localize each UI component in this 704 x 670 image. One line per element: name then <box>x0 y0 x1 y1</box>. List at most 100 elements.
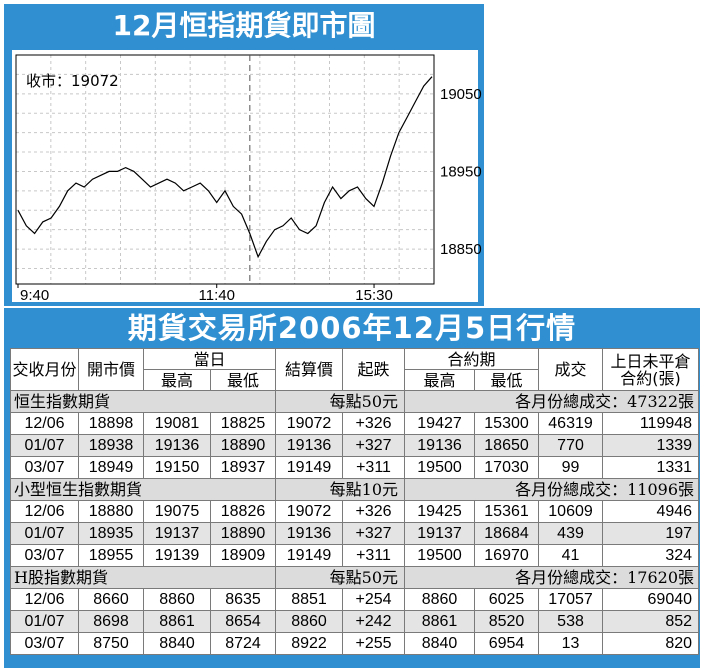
header-day: 當日 <box>142 348 277 370</box>
table-cell: +327 <box>342 522 406 545</box>
table-cell: 19072 <box>275 500 344 523</box>
table-cell: 19136 <box>275 434 344 457</box>
table-cell: 18880 <box>78 500 144 523</box>
table-cell: 15361 <box>474 500 540 523</box>
table-cell: 18938 <box>78 434 144 457</box>
table-cell: 18890 <box>209 434 277 457</box>
table-row: 01/07 8698 8861 8654 8860 +242 8861 8520 538 852 <box>10 610 700 633</box>
table-cell: 69040 <box>602 588 700 611</box>
table-cell: 8860 <box>275 610 344 633</box>
table-row: 01/07 18938 19136 18890 19136 +327 19136 18650 7… <box>10 434 700 457</box>
table-cell: 18890 <box>209 522 277 545</box>
table-cell: 19136 <box>404 434 476 457</box>
header-settle: 結算價 <box>275 348 344 391</box>
section-unit: 每點50元 <box>275 566 406 589</box>
table-cell: 8861 <box>404 610 476 633</box>
table-cell: 03/07 <box>10 632 79 655</box>
header-row-bottom: 最高 最低 最高 最低 <box>11 369 699 391</box>
table-cell: 19150 <box>143 456 211 479</box>
table-cell: 18825 <box>209 412 277 435</box>
section-total-volume: 各月份總成交：17620張 <box>404 566 700 589</box>
header-change: 起跌 <box>342 348 406 391</box>
table-cell: 17057 <box>538 588 604 611</box>
header-open-interest: 上日未平倉合約(張) <box>602 348 700 391</box>
table-cell: 8654 <box>209 610 277 633</box>
table-cell: +326 <box>342 500 406 523</box>
table-row: 03/07 18955 19139 18909 19149 +311 19500 16970 4… <box>10 544 700 567</box>
table-cell: 01/07 <box>10 610 79 633</box>
section-name: 恒生指數期貨 <box>9 390 277 413</box>
table-cell: 13 <box>538 632 604 655</box>
table-cell: 8922 <box>275 632 344 655</box>
x-tick-labels: 9:40 11:40 15:30 <box>17 284 393 304</box>
table-cell: +254 <box>342 588 406 611</box>
header-row-top: 交收月份 開市價 當日 結算價 起跌 合約期 成交 上日未平倉合約(張) <box>10 348 700 391</box>
table-cell: 6954 <box>474 632 540 655</box>
table-cell: 19139 <box>143 544 211 567</box>
table-cell: 41 <box>538 544 604 567</box>
table-panel: 期貨交易所2006年12月5日行情 交收月份 開市價 當日 結算價 起跌 合約期… <box>4 308 700 668</box>
header-contract-high: 最高 <box>404 369 476 391</box>
table-cell: 852 <box>602 610 700 633</box>
x-tick-label: 15:30 <box>355 287 393 304</box>
table-cell: 18935 <box>78 522 144 545</box>
table-cell: 12/06 <box>10 500 79 523</box>
y-tick-labels: 18850 18950 19050 <box>440 86 482 258</box>
table-cell: 19425 <box>404 500 476 523</box>
intraday-chart: 18850 18950 19050 9:40 11:40 15:30 收市：19072 <box>12 50 482 304</box>
table-cell: 19081 <box>143 412 211 435</box>
close-price-label: 收市：19072 <box>26 72 119 90</box>
table-cell: 19075 <box>143 500 211 523</box>
y-tick-label: 18950 <box>440 163 482 180</box>
y-tick-label: 18850 <box>440 241 482 258</box>
table-cell: 15300 <box>474 412 540 435</box>
table-cell: +327 <box>342 434 406 457</box>
table-cell: 8724 <box>209 632 277 655</box>
plot-frame <box>15 54 435 285</box>
table-cell: 03/07 <box>10 456 79 479</box>
table-cell: +242 <box>342 610 406 633</box>
table-cell: 19137 <box>404 522 476 545</box>
table-row: 12/06 18898 19081 18825 19072 +326 19427 15300 4… <box>10 412 700 435</box>
header-contract: 合約期 <box>404 348 540 370</box>
section-unit: 每點50元 <box>275 390 406 413</box>
table-cell: 8860 <box>404 588 476 611</box>
section-total-volume: 各月份總成交：47322張 <box>404 390 700 413</box>
table-cell: 18955 <box>78 544 144 567</box>
section-unit: 每點10元 <box>275 478 406 501</box>
header-open: 開市價 <box>78 348 144 391</box>
table-cell: 8860 <box>143 588 211 611</box>
table-body: 恒生指數期貨 每點50元 各月份總成交：47322張 12/06 18898 19081 1… <box>9 390 700 655</box>
section-name: 小型恒生指數期貨 <box>9 478 277 501</box>
table-cell: 99 <box>538 456 604 479</box>
table-row: 01/07 18935 19137 18890 19136 +327 19137 18684 4… <box>10 522 700 545</box>
chart-title: 12月恒指期貨即市圖 <box>112 9 376 42</box>
table-cell: 8840 <box>143 632 211 655</box>
chart-panel: 12月恒指期貨即市圖 18850 18950 19050 9:40 11:40 15:3… <box>4 4 484 306</box>
table-cell: 1339 <box>602 434 700 457</box>
table-cell: 10609 <box>538 500 604 523</box>
table-cell: 6025 <box>474 588 540 611</box>
section-header: H股指數期貨 每點50元 各月份總成交：17620張 <box>9 566 700 589</box>
table-cell: 19137 <box>143 522 211 545</box>
table-title: 期貨交易所2006年12月5日行情 <box>127 311 577 345</box>
table-cell: +326 <box>342 412 406 435</box>
section-total-volume: 各月份總成交：11096張 <box>404 478 700 501</box>
table-cell: 19149 <box>275 544 344 567</box>
table-cell: 8840 <box>404 632 476 655</box>
y-tick-label: 19050 <box>440 86 482 103</box>
x-tick-label: 9:40 <box>20 287 49 304</box>
table-cell: 119948 <box>602 412 700 435</box>
header-month: 交收月份 <box>10 348 79 391</box>
table-cell: 18937 <box>209 456 277 479</box>
table-cell: 01/07 <box>10 434 79 457</box>
table-cell: 19427 <box>404 412 476 435</box>
table-cell: 18909 <box>209 544 277 567</box>
table-cell: 19136 <box>143 434 211 457</box>
price-series-line <box>17 76 433 259</box>
table-cell: 18826 <box>209 500 277 523</box>
table-cell: 19072 <box>275 412 344 435</box>
table-cell: 18898 <box>78 412 144 435</box>
table-cell: 1331 <box>602 456 700 479</box>
chart-background <box>12 50 478 302</box>
